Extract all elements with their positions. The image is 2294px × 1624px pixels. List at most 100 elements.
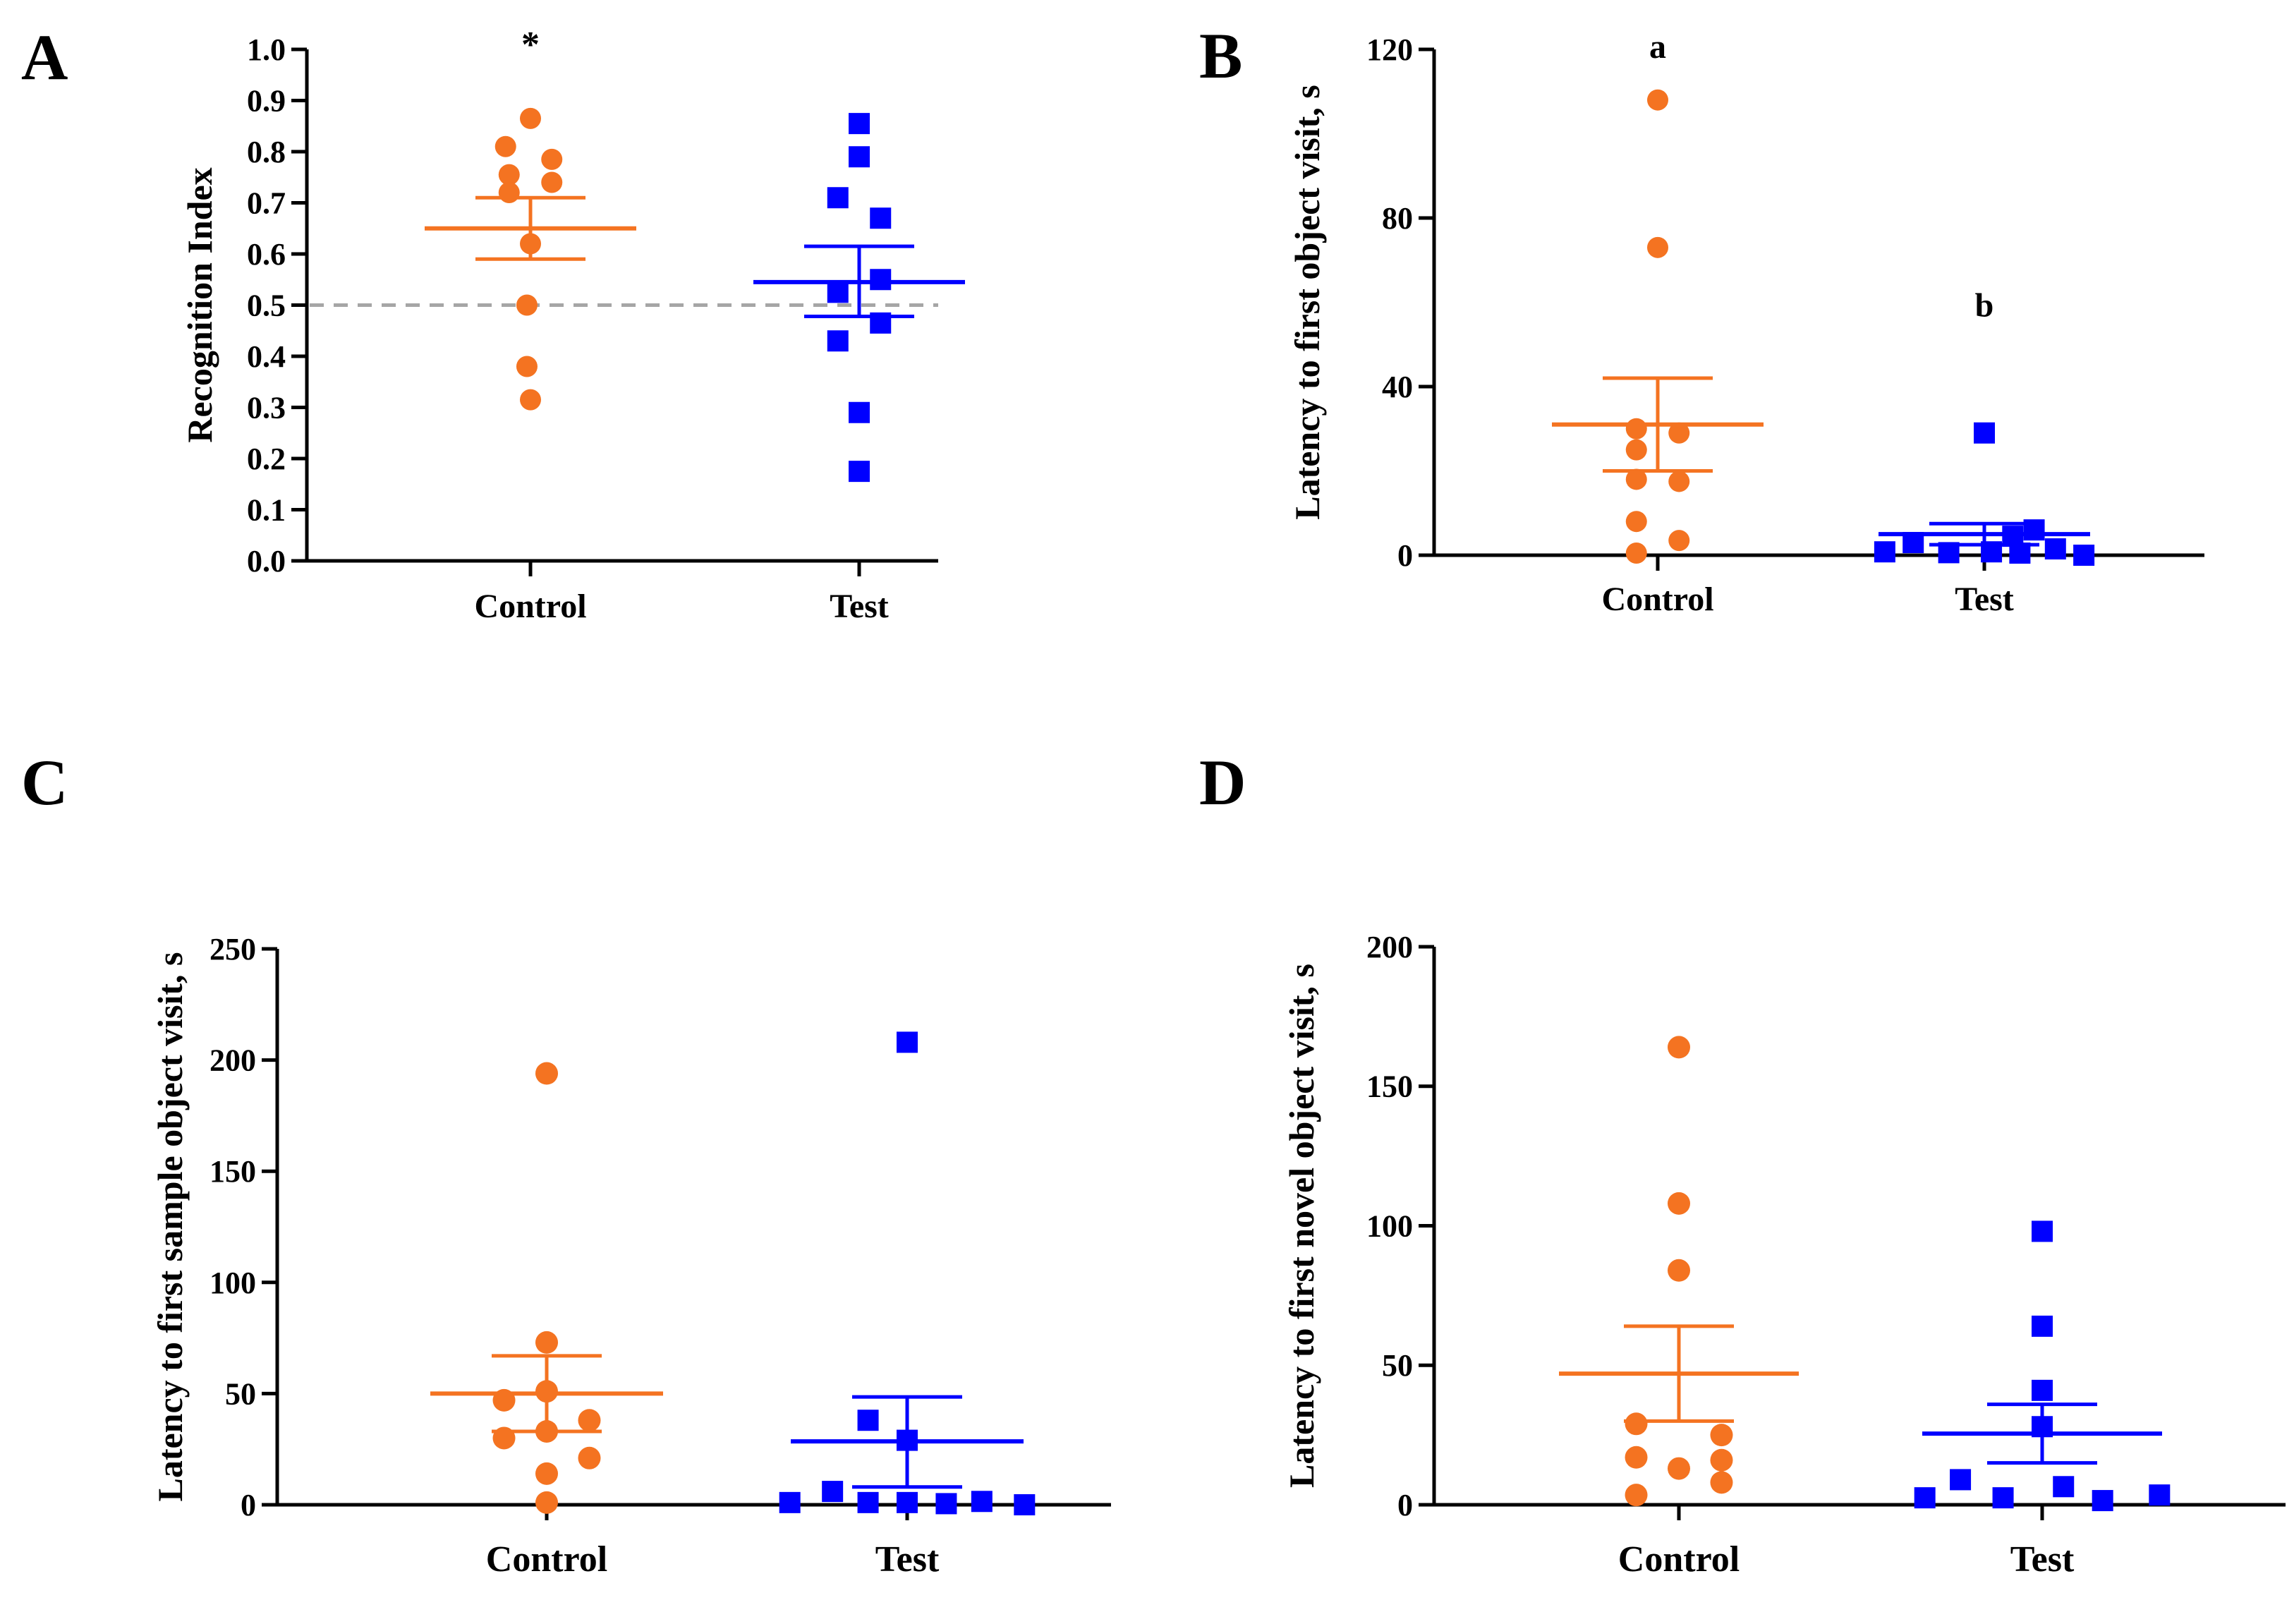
- panel-d-y-tick-label: 150: [1366, 1069, 1413, 1104]
- panel-a-x-tick-label: Test: [830, 588, 889, 625]
- panel-b-control-point: [1625, 439, 1647, 461]
- panel-c-test-point: [779, 1491, 801, 1513]
- panel-a-test-point: [870, 312, 892, 334]
- panel-b-y-tick-label: 120: [1366, 32, 1413, 67]
- panel-a-control-point: [516, 294, 538, 316]
- panel-d-test-point: [1914, 1487, 1936, 1509]
- panel-d-control-point: [1625, 1446, 1648, 1469]
- panel-a-y-tick-label: 0.0: [247, 544, 286, 578]
- panel-a-y-tick-label: 1.0: [247, 32, 286, 67]
- panel-b-test-point: [2044, 538, 2066, 560]
- panel-c-y-tick-label: 100: [210, 1266, 256, 1300]
- panel-a-control-point: [520, 107, 541, 129]
- panel-b-test-annotation: b: [1975, 287, 1994, 325]
- panel-d-test-point: [1992, 1487, 2014, 1509]
- panel-b-control-point: [1647, 89, 1668, 111]
- panel-d-test-point: [2092, 1490, 2113, 1512]
- panel-c-test-point: [857, 1491, 879, 1513]
- panel-b-y-axis-label: Latency to first object visit, s: [1287, 85, 1327, 520]
- panel-a-test-point: [827, 187, 849, 209]
- panel-label-a: A: [21, 21, 68, 93]
- panel-a-test-point: [870, 269, 892, 291]
- panel-b-control-point: [1668, 530, 1690, 552]
- panel-c-test-point: [857, 1410, 879, 1431]
- panel-d-x-tick-label: Control: [1618, 1539, 1740, 1580]
- panel-c-control-point: [535, 1419, 558, 1443]
- panel-a-test-point: [849, 146, 870, 168]
- panel-c-chart: 0 50 100 150 200 250 Control Test Latency to fir…: [150, 932, 1111, 1580]
- panel-d-control-point: [1668, 1259, 1690, 1282]
- panel-label-c: C: [21, 746, 68, 818]
- panel-d-control-point: [1625, 1484, 1648, 1507]
- panel-d-control-point: [1668, 1192, 1690, 1215]
- panel-a-control-point: [494, 135, 516, 157]
- panel-a-y-tick-label: 0.5: [247, 288, 286, 322]
- panel-b-control-point: [1625, 468, 1647, 490]
- panel-b-test-point: [2073, 545, 2095, 566]
- panel-d-x-tick-label: Test: [2010, 1539, 2075, 1580]
- panel-a-control-annotation: *: [521, 25, 540, 65]
- panel-b-x-tick-label: Test: [1955, 581, 2014, 618]
- panel-c-test-point: [971, 1491, 993, 1513]
- panel-a-x-tick-label: Control: [474, 588, 586, 625]
- panel-b-x-tick-label: Control: [1601, 581, 1713, 618]
- panel-d-control-point: [1668, 1036, 1690, 1059]
- panel-b-control-point: [1625, 543, 1647, 564]
- panel-c-control-point: [535, 1331, 558, 1354]
- panel-a-control-point: [520, 389, 541, 411]
- panel-b-control-annotation: a: [1649, 28, 1666, 66]
- panel-c-control-point: [578, 1446, 601, 1470]
- panel-a-control-point: [498, 182, 520, 203]
- panel-c-x-tick-label: Test: [875, 1539, 940, 1580]
- panel-b-test-point: [1874, 541, 1895, 563]
- panel-c-x-tick-label: Control: [486, 1539, 607, 1580]
- panel-a-y-tick-label: 0.1: [247, 492, 286, 527]
- panel-d-test-point: [1950, 1469, 1972, 1491]
- panel-b-test-point: [1981, 541, 2003, 563]
- panel-c-control-point: [492, 1388, 516, 1412]
- panel-d-test-point: [2149, 1484, 2171, 1506]
- panel-b-test-point: [2023, 519, 2045, 541]
- panel-b-control-point: [1668, 422, 1690, 444]
- panel-c-control-point: [535, 1462, 558, 1485]
- panel-a-test-point: [849, 461, 870, 483]
- panel-c-y-tick-label: 250: [210, 932, 256, 966]
- panel-b-test-point: [1974, 422, 1995, 444]
- panel-d-y-tick-label: 50: [1382, 1348, 1413, 1383]
- panel-c-y-axis-label: Latency to first sample object visit, s: [150, 952, 190, 1501]
- panel-a-test-point: [849, 113, 870, 135]
- panel-c-test-point: [1014, 1494, 1036, 1515]
- panel-d-control-point: [1668, 1457, 1690, 1480]
- panel-d-y-tick-label: 100: [1366, 1208, 1413, 1243]
- panel-a-y-tick-label: 0.4: [247, 339, 286, 374]
- panel-b-test-point: [1938, 542, 1960, 564]
- panel-d-control-point: [1710, 1424, 1733, 1447]
- panel-b-chart: 0 40 80 120 Control Test Latency to first obje…: [1287, 28, 2204, 618]
- panel-b-control-point: [1625, 418, 1647, 440]
- panel-b-y-tick-label: 0: [1397, 538, 1413, 573]
- panel-a-control-point: [520, 233, 541, 255]
- panel-d-control-point: [1710, 1471, 1733, 1494]
- panel-b-test-point: [1902, 532, 1924, 554]
- panel-c-test-point: [897, 1031, 918, 1053]
- panel-b-control-point: [1625, 511, 1647, 533]
- panel-d-test-point: [2032, 1416, 2053, 1438]
- panel-a-y-tick-label: 0.7: [247, 186, 286, 220]
- panel-d-test-point: [2053, 1476, 2075, 1498]
- panel-a-test-point: [870, 207, 892, 229]
- panel-a-test-point: [849, 401, 870, 423]
- panel-b-control-point: [1647, 236, 1668, 258]
- panel-a-chart: 0.0 0.1 0.2 0.3 0.4 0.5 0.6 0.7 0.8 0.9 1.0 Control…: [180, 25, 965, 625]
- panel-c-y-tick-label: 200: [210, 1043, 256, 1078]
- panel-label-b: B: [1199, 20, 1242, 92]
- panel-a-control-point: [516, 356, 538, 377]
- panel-a-control-point: [541, 171, 563, 193]
- panel-c-control-point: [492, 1426, 516, 1450]
- panel-d-control-point: [1710, 1448, 1733, 1472]
- panel-c-test-point: [897, 1491, 918, 1513]
- panel-a-y-tick-label: 0.2: [247, 442, 286, 476]
- panel-a-y-tick-label: 0.9: [247, 83, 286, 118]
- panel-a-test-point: [827, 281, 849, 303]
- panel-a-y-tick-label: 0.3: [247, 390, 286, 425]
